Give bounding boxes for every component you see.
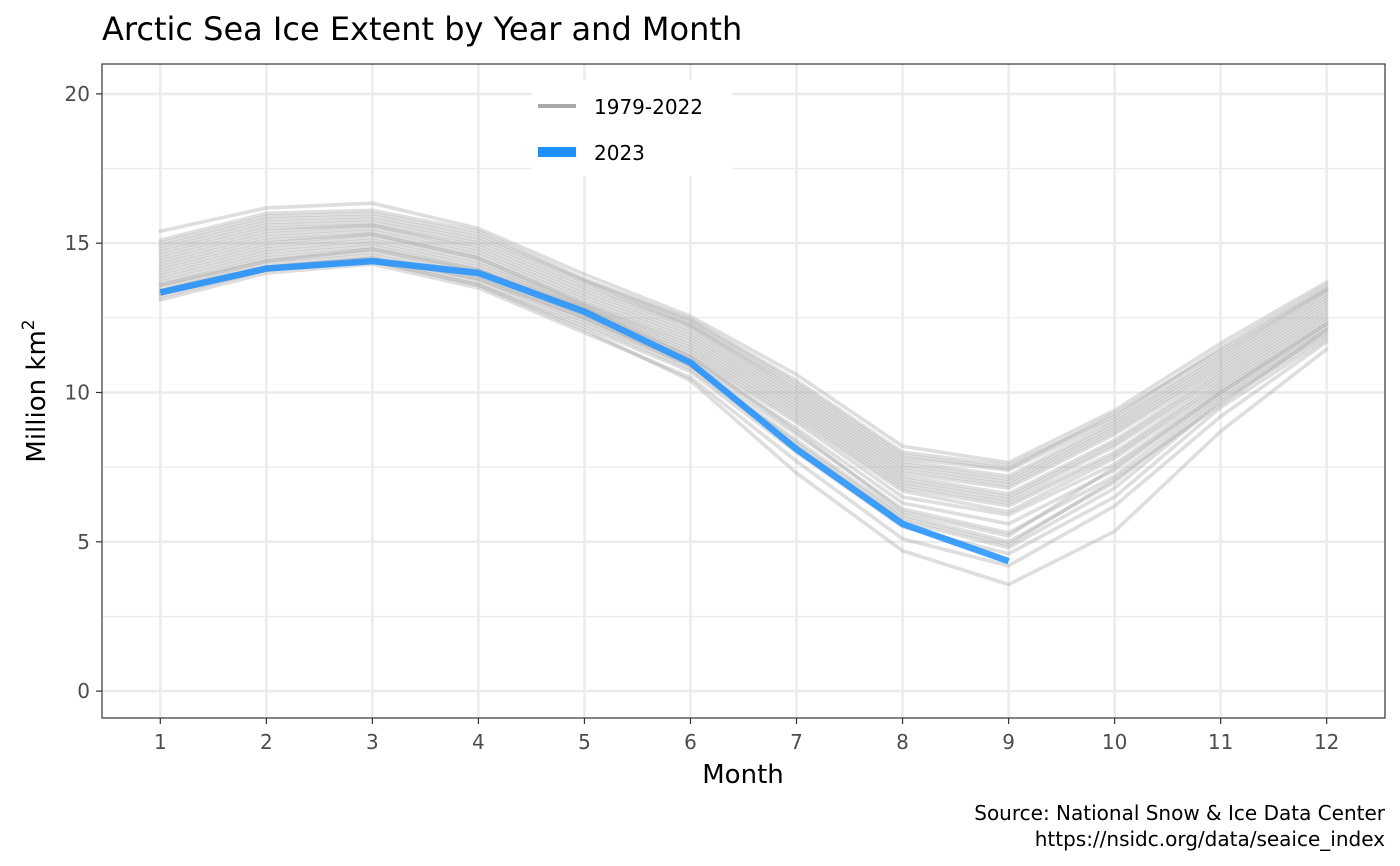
y-tick-label: 10: [65, 380, 90, 404]
x-tick-label: 6: [684, 730, 697, 754]
series-2023-line: [159, 257, 1010, 565]
x-tick-label: 2: [260, 730, 273, 754]
x-tick-label: 3: [366, 730, 379, 754]
chart-title: Arctic Sea Ice Extent by Year and Month: [102, 10, 742, 48]
historical-year-line: [158, 226, 1329, 490]
historical-year-line: [158, 244, 1329, 517]
historical-year-line: [158, 220, 1329, 481]
plot-border: [101, 63, 1386, 719]
historical-year-line: [158, 217, 1329, 478]
x-tick-label: 8: [896, 730, 909, 754]
legend-label-historical: 1979-2022: [594, 95, 703, 119]
x-axis-title: Month: [702, 760, 784, 790]
historical-year-line: [158, 223, 1329, 487]
y-tick-label: 20: [65, 82, 90, 106]
historical-year-line: [158, 241, 1329, 514]
historical-year-line: [158, 229, 1329, 496]
y-tick-label: 0: [77, 679, 90, 703]
grid-lines: [102, 64, 1385, 718]
historical-year-line: [158, 238, 1329, 508]
historical-year-line: [158, 201, 1329, 465]
series-2023-layer: [159, 257, 1010, 565]
source-caption-line-1: Source: National Snow & Ice Data Center: [974, 801, 1386, 825]
historical-year-line: [158, 211, 1329, 471]
y-axis-title-main: Million km: [22, 330, 52, 462]
source-caption-line-2: https://nsidc.org/data/seaice_index: [1035, 827, 1385, 851]
x-tick-label: 11: [1208, 730, 1233, 754]
historical-year-line: [158, 223, 1329, 484]
plot-panel: [102, 64, 1385, 718]
x-tick-label: 9: [1002, 730, 1015, 754]
y-tick-label: 5: [77, 530, 90, 554]
legend-background: [532, 80, 732, 176]
x-tick-label: 10: [1102, 730, 1127, 754]
x-axis-ticks: 1 2 3 4 5 6 7 8 9 10 11 12: [154, 718, 1339, 754]
legend-label-2023: 2023: [594, 141, 645, 165]
x-tick-label: 7: [790, 730, 803, 754]
historical-year-line: [158, 250, 1329, 535]
x-tick-label: 4: [472, 730, 485, 754]
historical-year-line: [158, 214, 1329, 472]
historical-year-line: [158, 235, 1329, 505]
y-axis-title: Million km2: [19, 319, 52, 462]
legend: 1979-2022 2023: [532, 80, 732, 176]
historical-year-line: [158, 247, 1329, 538]
x-tick-label: 1: [154, 730, 167, 754]
y-tick-label: 15: [65, 231, 90, 255]
x-tick-label: 12: [1314, 730, 1339, 754]
historical-year-line: [158, 232, 1329, 499]
historical-year-line: [158, 208, 1329, 468]
historical-year-line: [158, 247, 1329, 526]
y-axis-title-superscript: 2: [19, 319, 39, 330]
x-tick-label: 5: [578, 730, 591, 754]
y-axis-ticks: 0 5 10 15 20: [65, 82, 102, 703]
historical-year-line: [158, 232, 1329, 502]
